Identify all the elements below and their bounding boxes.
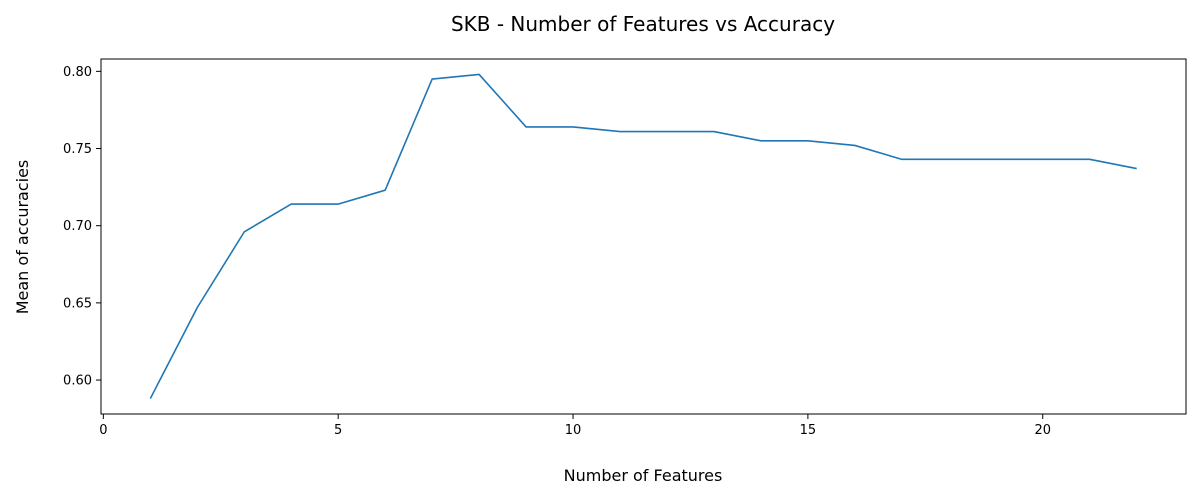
y-tick-label: 0.60 [63, 374, 92, 389]
x-tick-label: 10 [565, 423, 582, 438]
data-point [854, 145, 856, 147]
data-point [572, 126, 574, 128]
y-tick-label: 0.70 [63, 219, 92, 234]
y-tick-label: 0.80 [63, 65, 92, 80]
y-axis-label: Mean of accuracies [13, 160, 32, 315]
y-tick-label: 0.75 [63, 142, 92, 157]
axis-ticks: 0 5 10 15 20 0.60 0.65 0.70 0.75 0.80 [63, 65, 1051, 438]
series-line [149, 73, 1137, 399]
data-point [337, 203, 339, 205]
data-point [713, 131, 715, 133]
data-point [243, 231, 245, 233]
chart-title: SKB - Number of Features vs Accuracy [451, 12, 835, 36]
y-tick-label: 0.65 [63, 296, 92, 311]
data-point [619, 131, 621, 133]
data-point [431, 78, 433, 80]
data-point [478, 74, 480, 76]
data-point [901, 159, 903, 161]
series-layer [149, 73, 1138, 400]
data-point [995, 159, 997, 161]
data-point [807, 140, 809, 142]
x-tick-label: 0 [99, 423, 107, 438]
data-point [1136, 168, 1138, 170]
x-axis-label: Number of Features [564, 466, 723, 485]
data-point [196, 307, 198, 309]
data-point [760, 140, 762, 142]
x-tick-label: 15 [800, 423, 817, 438]
x-tick-label: 5 [334, 423, 342, 438]
x-tick-label: 20 [1034, 423, 1051, 438]
data-point [150, 398, 152, 400]
data-point [525, 126, 527, 128]
data-point [948, 159, 950, 161]
data-point [384, 189, 386, 191]
plot-frame [100, 58, 1187, 415]
data-point [1042, 159, 1044, 161]
data-point [1089, 159, 1091, 161]
data-point [666, 131, 668, 133]
data-point [290, 203, 292, 205]
